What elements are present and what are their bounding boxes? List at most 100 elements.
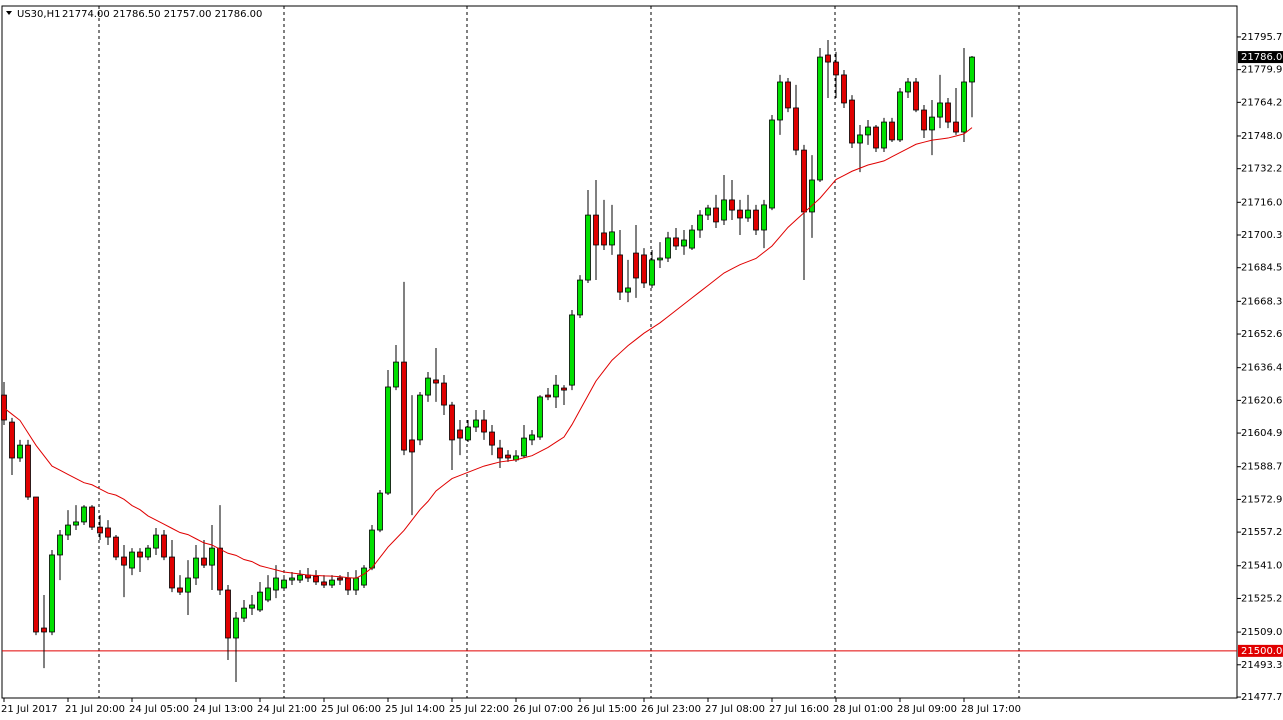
- x-tick-label: 27 Jul 16:00: [769, 704, 829, 715]
- candle-body: [417, 394, 423, 441]
- candle-body: [897, 91, 903, 141]
- candle-body: [1, 394, 7, 421]
- candle-body: [497, 447, 503, 459]
- x-tick-label: 26 Jul 07:00: [513, 704, 573, 715]
- candle-body: [465, 426, 471, 441]
- candle-body: [913, 81, 919, 111]
- y-tick-label: 21668.35: [1241, 296, 1283, 307]
- x-tick-label: 26 Jul 23:00: [641, 704, 701, 715]
- candle-body: [73, 521, 79, 526]
- candle-body: [369, 529, 375, 569]
- candle-body: [761, 204, 767, 231]
- y-tick-label: 21700.30: [1241, 230, 1283, 241]
- y-tick-label: 21477.75: [1241, 692, 1283, 703]
- candle-body: [473, 419, 479, 428]
- candle-body: [769, 119, 775, 209]
- x-tick-label: 26 Jul 15:00: [577, 704, 637, 715]
- plot-frame: [1, 5, 1238, 699]
- candle-body: [345, 577, 351, 591]
- candle-body: [705, 207, 711, 216]
- candle-body: [521, 437, 527, 457]
- candle-body: [937, 102, 943, 118]
- x-tick-label: 25 Jul 06:00: [321, 704, 381, 715]
- candle-body: [81, 506, 87, 523]
- moving-average: [3, 127, 973, 579]
- candle-body: [137, 551, 143, 558]
- candle-body: [41, 627, 47, 633]
- y-tick-label: 21620.65: [1241, 395, 1283, 406]
- candle-body: [25, 444, 31, 498]
- candle-body: [489, 431, 495, 446]
- candle-body: [969, 56, 975, 83]
- x-tick-label: 28 Jul 17:00: [961, 704, 1021, 715]
- y-tick-label: 21652.60: [1241, 329, 1283, 340]
- y-tick-label: 21636.40: [1241, 363, 1283, 374]
- candle-body: [33, 496, 39, 633]
- candle-body: [849, 99, 855, 144]
- candle-body: [697, 214, 703, 231]
- candle-body: [961, 81, 967, 133]
- candle-body: [833, 61, 839, 76]
- x-tick-label: 25 Jul 22:00: [449, 704, 509, 715]
- candle-body: [209, 547, 215, 566]
- candle-body: [641, 254, 647, 284]
- candle-body: [865, 126, 871, 136]
- candle-body: [57, 534, 63, 556]
- candle-body: [145, 547, 151, 558]
- x-tick-label: 24 Jul 13:00: [193, 704, 253, 715]
- candle-body: [385, 386, 391, 494]
- current-price-box: [1238, 51, 1283, 64]
- level-label: 21500.00: [1241, 646, 1283, 657]
- y-tick-label: 21732.25: [1241, 164, 1283, 175]
- candle-body: [881, 121, 887, 149]
- candle-body: [905, 81, 911, 93]
- candle-body: [681, 239, 687, 247]
- candle-body: [673, 237, 679, 247]
- y-tick-label: 21525.25: [1241, 593, 1283, 604]
- candle-body: [329, 579, 335, 586]
- candle-body: [9, 421, 15, 459]
- candle-body: [193, 557, 199, 579]
- candle-body: [745, 209, 751, 219]
- candle-body: [569, 314, 575, 386]
- y-tick-label: 21764.20: [1241, 97, 1283, 108]
- y-tick-label: 21795.70: [1241, 32, 1283, 43]
- candle-body: [241, 607, 247, 619]
- candle-body: [297, 574, 303, 581]
- candle-body: [217, 547, 223, 591]
- candle-body: [457, 429, 463, 439]
- candle-body: [801, 149, 807, 213]
- candle-body: [185, 577, 191, 593]
- candle-body: [577, 279, 583, 316]
- x-tick-label: 21 Jul 20:00: [65, 704, 125, 715]
- candle-body: [553, 384, 559, 398]
- x-tick-label: 28 Jul 01:00: [833, 704, 893, 715]
- candle-body: [89, 506, 95, 528]
- candle-body: [113, 536, 119, 558]
- candle-body: [817, 56, 823, 181]
- y-tick-label: 21604.90: [1241, 428, 1283, 439]
- candle-body: [529, 434, 535, 441]
- candle-body: [601, 232, 607, 246]
- candle-body: [753, 209, 759, 231]
- candle-body: [889, 121, 895, 141]
- candle-body: [177, 587, 183, 593]
- candle-body: [105, 527, 111, 538]
- candle-body: [249, 604, 255, 609]
- candle-body: [257, 591, 263, 611]
- candle-body: [617, 254, 623, 293]
- candle-body: [97, 526, 103, 534]
- candle-body: [401, 361, 407, 451]
- candle-body: [593, 214, 599, 246]
- candle-body: [537, 396, 543, 438]
- candle-body: [953, 121, 959, 133]
- x-tick-label: 28 Jul 09:00: [897, 704, 957, 715]
- y-tick-label: 21684.55: [1241, 263, 1283, 274]
- candle-body: [409, 439, 415, 453]
- candle-body: [841, 74, 847, 104]
- candle-body: [161, 534, 167, 558]
- x-tick-label: 25 Jul 14:00: [385, 704, 445, 715]
- y-tick-label: 21572.95: [1241, 494, 1283, 505]
- candle-body: [281, 579, 287, 589]
- candle-body: [441, 382, 447, 406]
